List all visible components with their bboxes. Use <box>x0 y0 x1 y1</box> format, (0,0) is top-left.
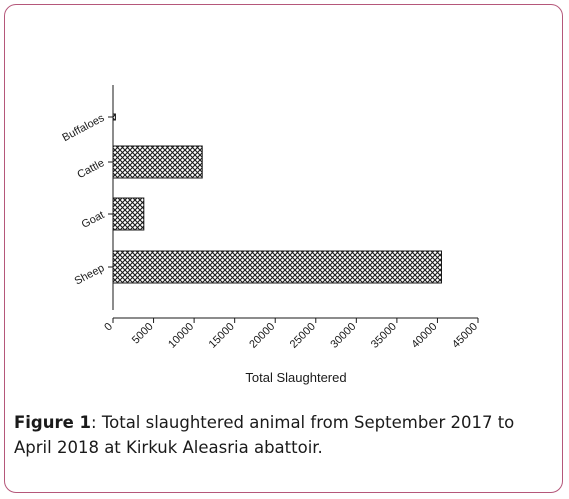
caption-label: Figure 1 <box>14 413 92 432</box>
x-tick-label: 15000 <box>207 321 237 351</box>
figure-frame <box>4 4 563 493</box>
y-tick-label: Cattle <box>75 157 106 181</box>
chart-bars <box>112 113 442 284</box>
y-tick-label: Sheep <box>73 262 107 288</box>
y-tick-labels: Buffaloes Cattle Goat Sheep <box>60 112 113 288</box>
y-tick-label: Buffaloes <box>60 112 106 144</box>
y-tick-label: Goat <box>80 209 107 231</box>
caption-text: : Total slaughtered animal from Septembe… <box>14 413 515 457</box>
x-tick-label: 30000 <box>328 321 358 351</box>
bar-buffaloes <box>112 113 116 121</box>
bar-goat <box>112 197 145 231</box>
figure-caption: Figure 1: Total slaughtered animal from … <box>14 410 549 460</box>
x-tick-label: 45000 <box>450 321 480 351</box>
x-tick-label: 25000 <box>288 321 318 351</box>
x-tick-labels: 0 5000 10000 15000 20000 25000 30000 35000 40000… <box>102 318 480 351</box>
x-tick-label: 10000 <box>166 321 196 351</box>
bar-sheep <box>112 250 442 284</box>
x-tick-label: 40000 <box>409 321 439 351</box>
x-tick-label: 5000 <box>130 321 156 347</box>
x-tick-label: 35000 <box>369 321 399 351</box>
x-axis-title: Total Slaughtered <box>245 370 346 385</box>
bar-cattle <box>112 145 203 179</box>
x-tick-label: 20000 <box>247 321 277 351</box>
